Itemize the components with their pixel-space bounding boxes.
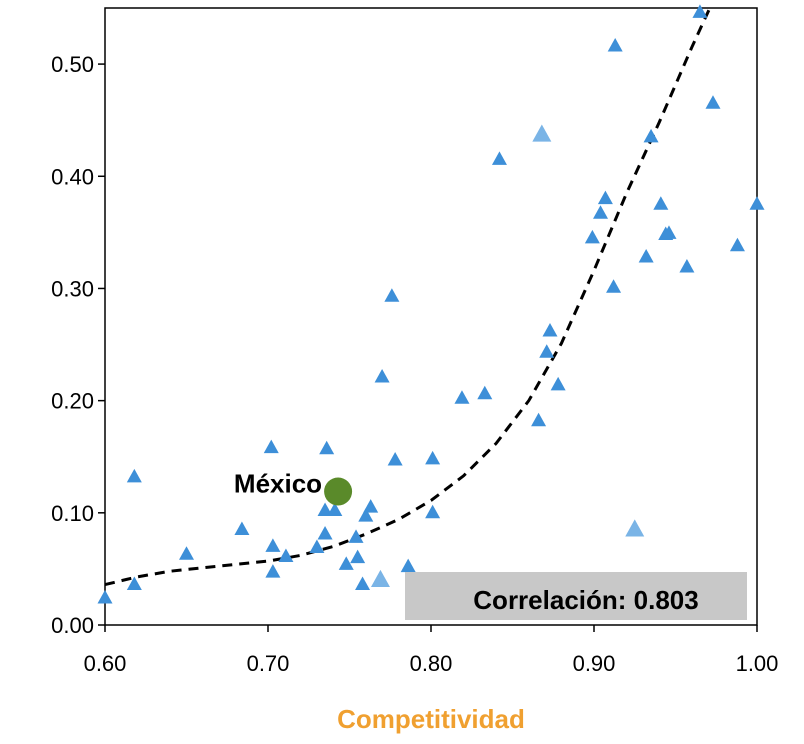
mexico-marker-group: México bbox=[234, 469, 353, 506]
highlight-point bbox=[625, 519, 645, 537]
y-tick-label: 0.10 bbox=[51, 501, 94, 526]
plot-area-border bbox=[104, 7, 758, 626]
y-tick-label: 0.30 bbox=[51, 276, 94, 301]
data-point bbox=[531, 412, 547, 427]
data-point bbox=[126, 468, 142, 483]
data-point bbox=[491, 151, 507, 165]
y-tick-label: 0.40 bbox=[51, 164, 94, 189]
y-tick-label: 0.20 bbox=[51, 389, 94, 414]
mexico-label: México bbox=[234, 469, 322, 499]
x-axis-title: Competitividad bbox=[337, 704, 525, 734]
data-point bbox=[363, 499, 379, 513]
data-point bbox=[387, 451, 403, 466]
data-point bbox=[425, 504, 441, 519]
x-tick-label: 0.60 bbox=[84, 651, 127, 676]
x-axis-ticks: 0.60 0.70 0.80 0.90 1.00 bbox=[84, 625, 779, 676]
data-point bbox=[278, 548, 294, 562]
y-axis-ticks: 0.00 0.10 0.20 0.30 0.40 0.50 bbox=[51, 52, 105, 638]
y-tick-label: 0.00 bbox=[51, 613, 94, 638]
correlation-annotation: Correlación: 0.803 bbox=[405, 572, 747, 620]
trendline-layer bbox=[104, 3, 713, 587]
data-point bbox=[317, 526, 333, 540]
data-point bbox=[309, 539, 325, 553]
data-point bbox=[327, 502, 343, 516]
data-point bbox=[454, 390, 470, 404]
data-point bbox=[317, 502, 333, 516]
highlight-points bbox=[370, 124, 645, 587]
mexico-marker bbox=[324, 477, 353, 506]
highlight-point bbox=[532, 124, 552, 142]
data-point bbox=[350, 549, 366, 564]
data-point bbox=[638, 248, 654, 263]
data-point bbox=[179, 546, 194, 560]
data-point bbox=[348, 529, 364, 543]
data-point bbox=[384, 288, 400, 302]
x-tick-label: 0.70 bbox=[247, 651, 290, 676]
data-point bbox=[126, 576, 142, 591]
data-point bbox=[705, 95, 721, 109]
plot-frame bbox=[104, 7, 758, 626]
data-point bbox=[607, 38, 623, 52]
y-tick-label: 0.50 bbox=[51, 52, 94, 77]
data-point bbox=[749, 196, 765, 210]
x-tick-label: 0.90 bbox=[573, 651, 616, 676]
data-point bbox=[263, 439, 279, 454]
data-point bbox=[400, 558, 416, 573]
data-point bbox=[593, 205, 609, 219]
data-point bbox=[265, 538, 281, 552]
data-point bbox=[265, 564, 281, 578]
x-tick-label: 1.00 bbox=[736, 651, 779, 676]
data-point bbox=[653, 196, 669, 210]
data-point bbox=[234, 521, 250, 536]
correlation-box bbox=[405, 572, 747, 620]
data-point bbox=[729, 237, 745, 252]
highlight-point bbox=[370, 569, 390, 587]
data-point bbox=[338, 556, 354, 570]
data-point bbox=[97, 589, 113, 604]
x-tick-label: 0.80 bbox=[410, 651, 453, 676]
data-point bbox=[355, 576, 371, 591]
data-point bbox=[584, 229, 600, 244]
data-point bbox=[477, 385, 493, 400]
data-points bbox=[97, 4, 765, 604]
data-point bbox=[692, 4, 708, 18]
data-point bbox=[597, 190, 613, 205]
data-point bbox=[374, 368, 390, 383]
data-point bbox=[425, 450, 441, 465]
data-point bbox=[319, 440, 335, 455]
data-point bbox=[550, 376, 566, 391]
data-point bbox=[643, 128, 659, 143]
correlation-text: Correlación: 0.803 bbox=[473, 585, 698, 615]
trendline bbox=[104, 3, 713, 587]
data-point bbox=[679, 259, 695, 273]
data-point bbox=[539, 344, 555, 358]
data-point bbox=[606, 279, 622, 293]
data-point bbox=[358, 508, 374, 522]
data-point bbox=[661, 225, 677, 239]
data-point bbox=[542, 322, 558, 337]
